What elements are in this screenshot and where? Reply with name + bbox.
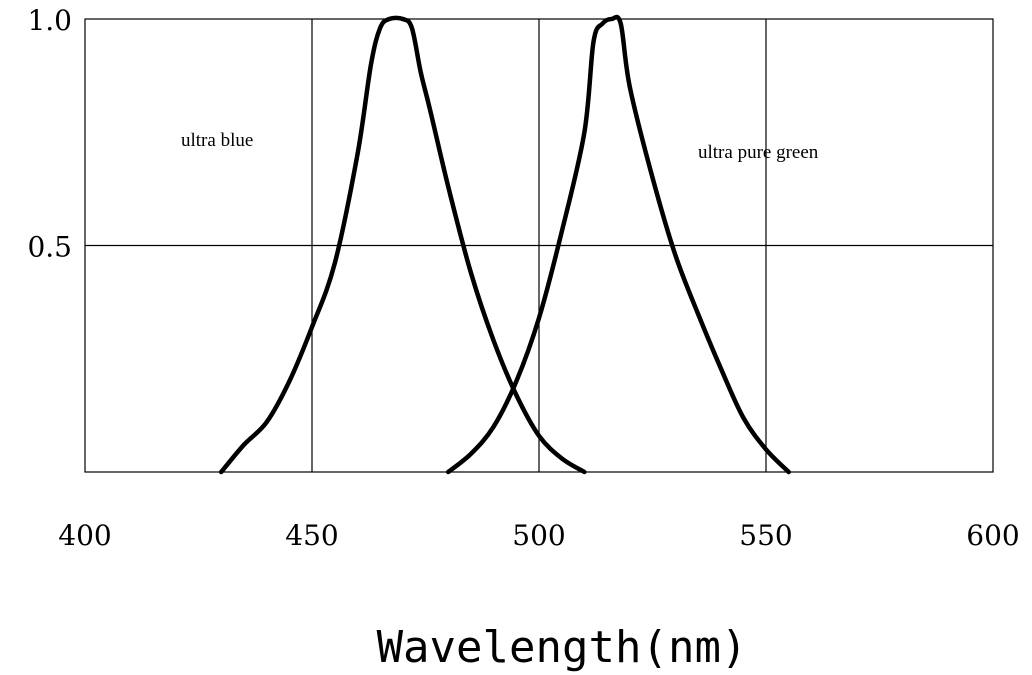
x-tick-label-0: 400 xyxy=(58,519,111,552)
grid-layer xyxy=(84,18,994,473)
y-tick-label-1: 1.0 xyxy=(27,4,72,37)
x-axis-label: Wavelength(nm) xyxy=(377,622,748,673)
annotation-ultra-pure-green: ultra pure green xyxy=(698,142,819,163)
series-line-ultra-pure-green xyxy=(445,14,791,475)
y-tick-label-0: 0.5 xyxy=(27,231,72,264)
curve-layer xyxy=(218,14,791,475)
x-tick-label-1: 450 xyxy=(285,519,338,552)
series-line-ultra-blue xyxy=(218,15,587,475)
annotation-ultra-blue: ultra blue xyxy=(181,130,253,151)
tick-layer: 400 450 500 550 600 0.5 1.0 xyxy=(27,4,1019,552)
x-tick-label-2: 500 xyxy=(512,519,565,552)
x-tick-label-4: 600 xyxy=(966,519,1019,552)
x-tick-label-3: 550 xyxy=(739,519,792,552)
